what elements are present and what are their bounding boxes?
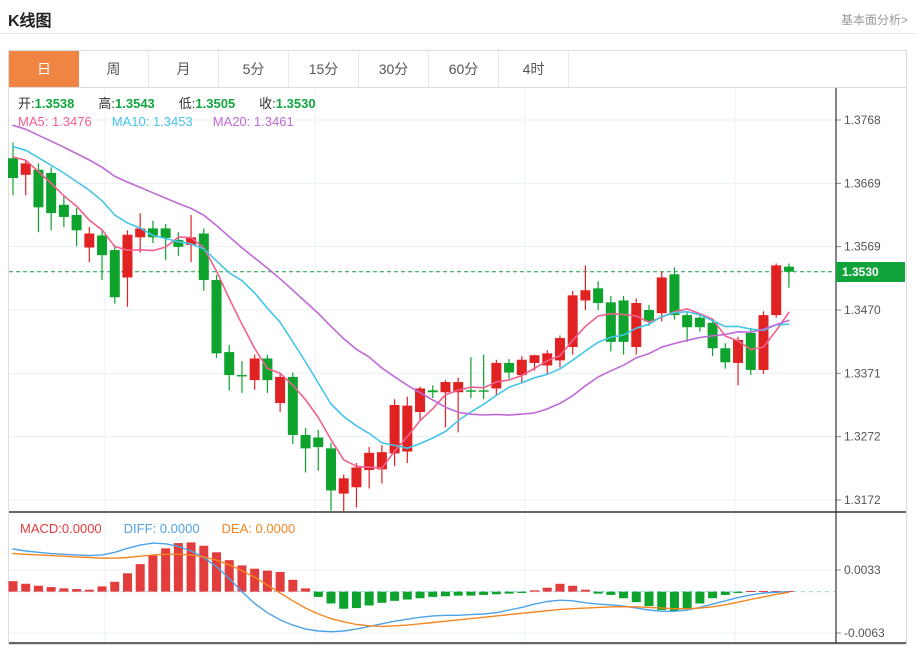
tab-60min[interactable]: 60分	[429, 51, 499, 87]
chart-panel	[8, 87, 907, 645]
dea-readout: DEA: 0.0000	[221, 521, 296, 536]
tab-5min[interactable]: 5分	[219, 51, 289, 87]
low-label: 低:	[178, 96, 196, 111]
tab-30min[interactable]: 30分	[359, 51, 429, 87]
svg-text:1.3371: 1.3371	[844, 366, 881, 380]
header-divider	[0, 33, 917, 34]
close-label: 收:	[259, 96, 276, 111]
ma5-readout: MA5: 1.3476	[18, 114, 92, 129]
svg-text:1.3768: 1.3768	[844, 113, 881, 127]
tab-month[interactable]: 月	[149, 51, 219, 87]
ma10-readout: MA10: 1.3453	[111, 114, 193, 129]
tab-15min[interactable]: 15分	[289, 51, 359, 87]
svg-text:1.3470: 1.3470	[844, 303, 881, 317]
low-value: 1.3505	[195, 96, 236, 111]
tab-4hour[interactable]: 4时	[499, 51, 569, 87]
svg-text:1.3172: 1.3172	[844, 493, 881, 507]
current-price-badge: 1.3530	[836, 262, 905, 282]
tab-week[interactable]: 周	[79, 51, 149, 87]
tab-day[interactable]: 日	[9, 51, 79, 87]
ma20-readout: MA20: 1.3461	[212, 114, 294, 129]
fundamental-analysis-link[interactable]: 基本面分析>	[840, 13, 908, 27]
svg-text:1.3669: 1.3669	[844, 176, 881, 190]
high-label: 高:	[98, 96, 116, 111]
period-tabs: 日 周 月 5分 15分 30分 60分 4时	[8, 50, 907, 88]
open-label: 开:	[18, 96, 35, 111]
close-value: 1.3530	[275, 96, 316, 111]
macd-readout: MACD:0.0000	[20, 521, 102, 536]
svg-text:1.3569: 1.3569	[844, 240, 881, 254]
high-value: 1.3543	[115, 96, 155, 111]
ohlc-info-row: 开:1.3538 高:1.3543 低:1.3505 收:1.3530	[18, 93, 340, 112]
ma-info-row: MA5: 1.3476 MA10: 1.3453 MA20: 1.3461	[18, 114, 314, 129]
macd-info-row: MACD:0.0000 DIFF: 0.0000 DEA: 0.0000	[20, 521, 317, 536]
diff-readout: DIFF: 0.0000	[123, 521, 200, 536]
svg-text:0.0033: 0.0033	[844, 563, 881, 577]
open-value: 1.3538	[34, 96, 75, 111]
svg-text:-0.0063: -0.0063	[844, 626, 885, 640]
svg-text:1.3272: 1.3272	[844, 430, 881, 444]
page-title: K线图	[8, 13, 52, 30]
